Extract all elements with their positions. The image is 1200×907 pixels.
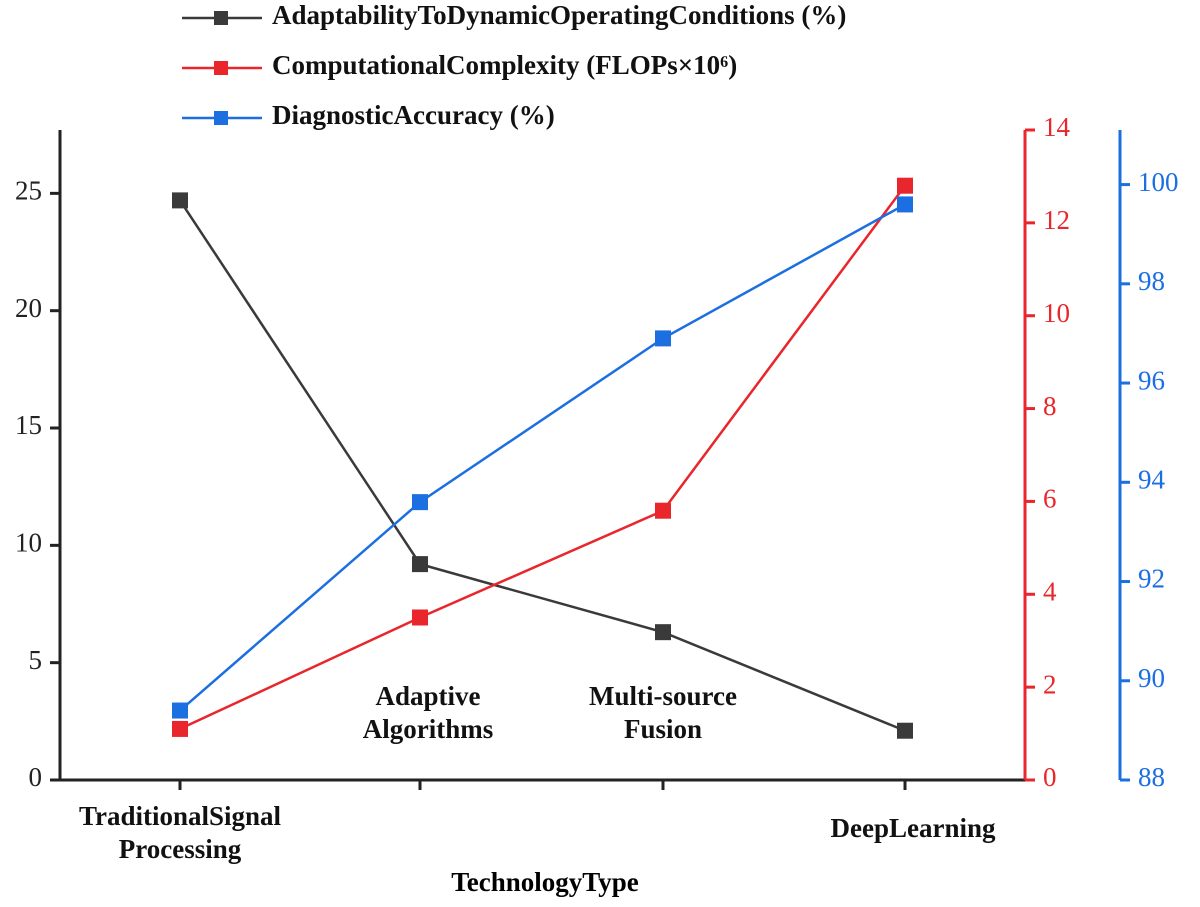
x-axis-label: TechnologyType: [451, 867, 639, 897]
y-tick-label: 8: [1043, 391, 1057, 421]
y-tick-label: 10: [1043, 298, 1070, 328]
y-tick-label: 92: [1138, 564, 1165, 594]
legend-marker: [214, 11, 228, 25]
legend-label: DiagnosticAccuracy (%): [272, 100, 555, 130]
point: [897, 196, 913, 213]
y-tick-label: 14: [1043, 112, 1071, 142]
x-tick-label: Multi-source Fusion: [589, 681, 737, 744]
y-tick-label: 98: [1138, 266, 1165, 296]
legend-label: ComputationalComplexity (FLOPs×10⁶): [272, 50, 737, 80]
legend-marker: [214, 111, 228, 125]
line: [179, 184, 907, 731]
y-tick-label: 6: [1043, 484, 1057, 514]
point: [172, 720, 188, 737]
y-tick-label: 25: [15, 176, 42, 206]
y-tick-label: 12: [1043, 205, 1070, 235]
point: [412, 556, 428, 573]
y-tick-label: 96: [1138, 365, 1165, 395]
point: [655, 330, 671, 347]
legend-marker: [214, 61, 228, 75]
y-tick-label: 0: [29, 762, 43, 792]
y-tick-label: 0: [1043, 762, 1057, 792]
point: [412, 494, 428, 511]
y-tick-label: 90: [1138, 663, 1165, 693]
line: [179, 203, 906, 712]
x-tick-label: DeepLearning: [830, 813, 996, 843]
point: [655, 624, 671, 641]
y-tick-label: 100: [1138, 167, 1179, 197]
point: [172, 702, 188, 719]
x-tick-label: Adaptive Algorithms: [362, 681, 494, 744]
point: [412, 609, 428, 626]
x-tick-label: TraditionalSignal Processing: [78, 801, 282, 864]
y-tick-label: 5: [29, 645, 43, 675]
point: [897, 177, 913, 194]
x-tick-text: Multi-source Fusion: [589, 681, 737, 744]
x-tick-text: Adaptive Algorithms: [362, 681, 494, 744]
y-tick-label: 2: [1043, 669, 1057, 699]
y-tick-label: 10: [15, 528, 42, 558]
point: [655, 502, 671, 519]
y-tick-label: 15: [15, 410, 42, 440]
y-tick-label: 94: [1138, 464, 1166, 494]
x-tick-text: TraditionalSignal Processing: [78, 801, 282, 864]
line: [178, 199, 906, 732]
point: [172, 192, 188, 209]
y-tick-label: 4: [1043, 576, 1057, 606]
y-tick-label: 88: [1138, 762, 1165, 792]
point: [897, 722, 913, 739]
x-tick-text: DeepLearning: [830, 813, 996, 843]
y-tick-label: 20: [15, 293, 42, 323]
legend-label: AdaptabilityToDynamicOperatingConditions…: [272, 0, 846, 30]
